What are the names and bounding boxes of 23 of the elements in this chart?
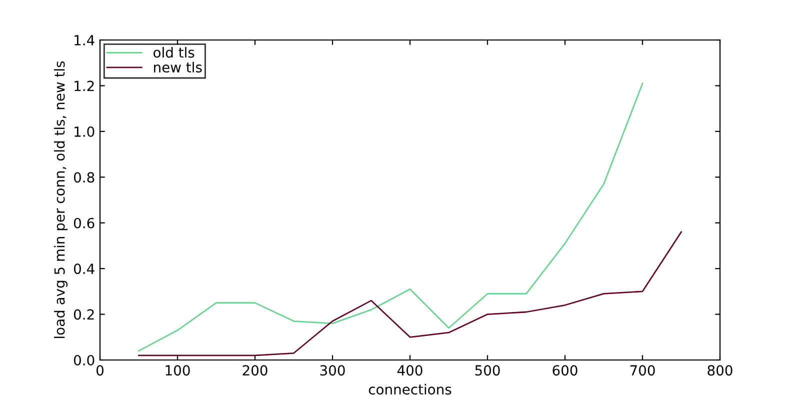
x-tick-label: 600 — [552, 365, 578, 376]
x-tick-label: 400 — [397, 365, 422, 376]
x-tick-label: 100 — [166, 365, 190, 376]
y-tick-label: 0.8 — [74, 172, 94, 183]
y-tick-label: 1.4 — [74, 35, 94, 46]
x-tick-label: 500 — [475, 365, 500, 376]
x-tick-label: 200 — [242, 365, 268, 376]
x-axis-title: connections — [368, 384, 452, 395]
line-series — [138, 82, 644, 352]
legend-label: old tls — [154, 46, 194, 58]
y-tick-label: 0.4 — [74, 264, 94, 274]
x-tick-label: 0 — [96, 365, 104, 376]
y-tick-label: 1.2 — [74, 80, 94, 91]
x-tick-label: 300 — [320, 365, 345, 376]
line-series — [138, 231, 682, 356]
x-tick-label: 700 — [630, 365, 655, 376]
x-tick-label: 800 — [708, 365, 732, 376]
y-tick-label: 0.6 — [74, 218, 94, 228]
legend-label: new tls — [154, 62, 202, 73]
y-tick-label: 0.0 — [74, 354, 94, 366]
y-tick-label: 1.0 — [74, 126, 94, 137]
y-tick-label: 0.2 — [74, 309, 94, 320]
y-axis-title: load avg 5 min per conn, old tls, new tls — [54, 61, 68, 338]
